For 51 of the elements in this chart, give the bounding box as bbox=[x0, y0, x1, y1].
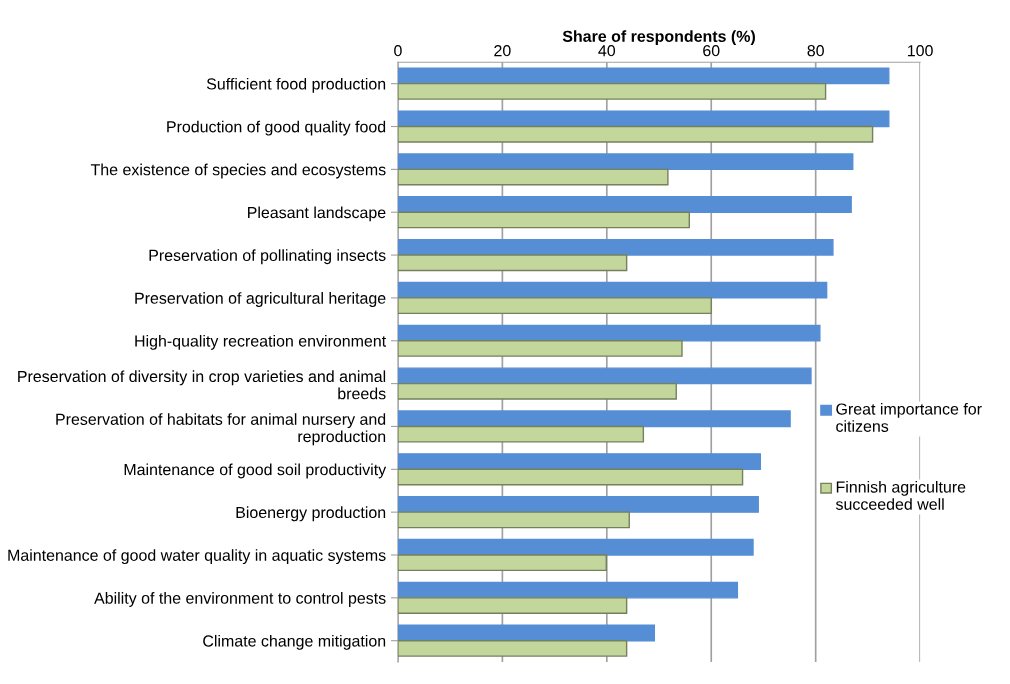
y-tick-label: Preservation of diversity in crop varieties and animal breeds bbox=[18, 370, 386, 400]
bar bbox=[397, 324, 821, 342]
bar bbox=[397, 425, 645, 443]
bar bbox=[397, 554, 607, 572]
legend-label: Finnish agriculture succeeded well bbox=[835, 480, 966, 510]
bar bbox=[397, 410, 791, 428]
legend-label: Great importance for citizens bbox=[836, 402, 982, 432]
bar bbox=[397, 125, 874, 143]
x-tick-label: 100 bbox=[908, 45, 933, 57]
bar bbox=[397, 511, 630, 529]
x-axis-title: Share of respondents (%) bbox=[562, 30, 755, 46]
bar bbox=[397, 196, 852, 213]
y-tick-label: Maintenance of good water quality in aquatic systems bbox=[8, 549, 386, 565]
x-tick-label: 20 bbox=[494, 45, 511, 57]
y-tick-label: Ability of the environment to control pests bbox=[94, 592, 386, 607]
y-tick-label: High-quality recreation environment bbox=[135, 334, 387, 350]
bar bbox=[397, 254, 628, 272]
bar bbox=[397, 382, 677, 400]
bar bbox=[397, 238, 834, 256]
bar bbox=[397, 468, 744, 486]
bar bbox=[397, 496, 759, 513]
bar bbox=[397, 453, 762, 470]
y-tick-label: Preservation of pollinating insects bbox=[149, 249, 386, 265]
y-tick-label: Bioenergy production bbox=[236, 506, 386, 522]
y-tick-label: The existence of species and ecosystems bbox=[90, 163, 386, 179]
bar bbox=[397, 281, 828, 299]
bar bbox=[397, 82, 827, 100]
bar bbox=[397, 538, 754, 556]
bar bbox=[397, 639, 628, 657]
bar bbox=[397, 581, 739, 599]
x-tick-label: 80 bbox=[807, 45, 824, 57]
bar bbox=[397, 211, 691, 229]
bar bbox=[397, 297, 712, 315]
bar bbox=[397, 153, 854, 171]
bar bbox=[397, 367, 812, 385]
x-tick-label: 40 bbox=[598, 45, 616, 57]
y-tick-label: Maintenance of good soil productivity bbox=[124, 463, 387, 479]
y-tick-label: Preservation of habitats for animal nursery and reproduction bbox=[56, 413, 386, 446]
y-tick-label: Sufficient food production bbox=[206, 77, 386, 93]
bar bbox=[397, 168, 669, 186]
y-tick-label: Preservation of agricultural heritage bbox=[135, 292, 386, 308]
x-tick-label: 0 bbox=[394, 45, 402, 57]
bar bbox=[397, 624, 656, 642]
y-tick-label: Pleasant landscape bbox=[248, 206, 386, 222]
x-tick-label: 60 bbox=[703, 45, 720, 57]
y-tick-label: Climate change mitigation bbox=[203, 634, 386, 650]
bar bbox=[397, 597, 628, 614]
bar bbox=[397, 340, 683, 357]
y-tick-label: Production of good quality food bbox=[167, 120, 386, 136]
bar bbox=[397, 110, 890, 128]
bar bbox=[397, 67, 890, 85]
